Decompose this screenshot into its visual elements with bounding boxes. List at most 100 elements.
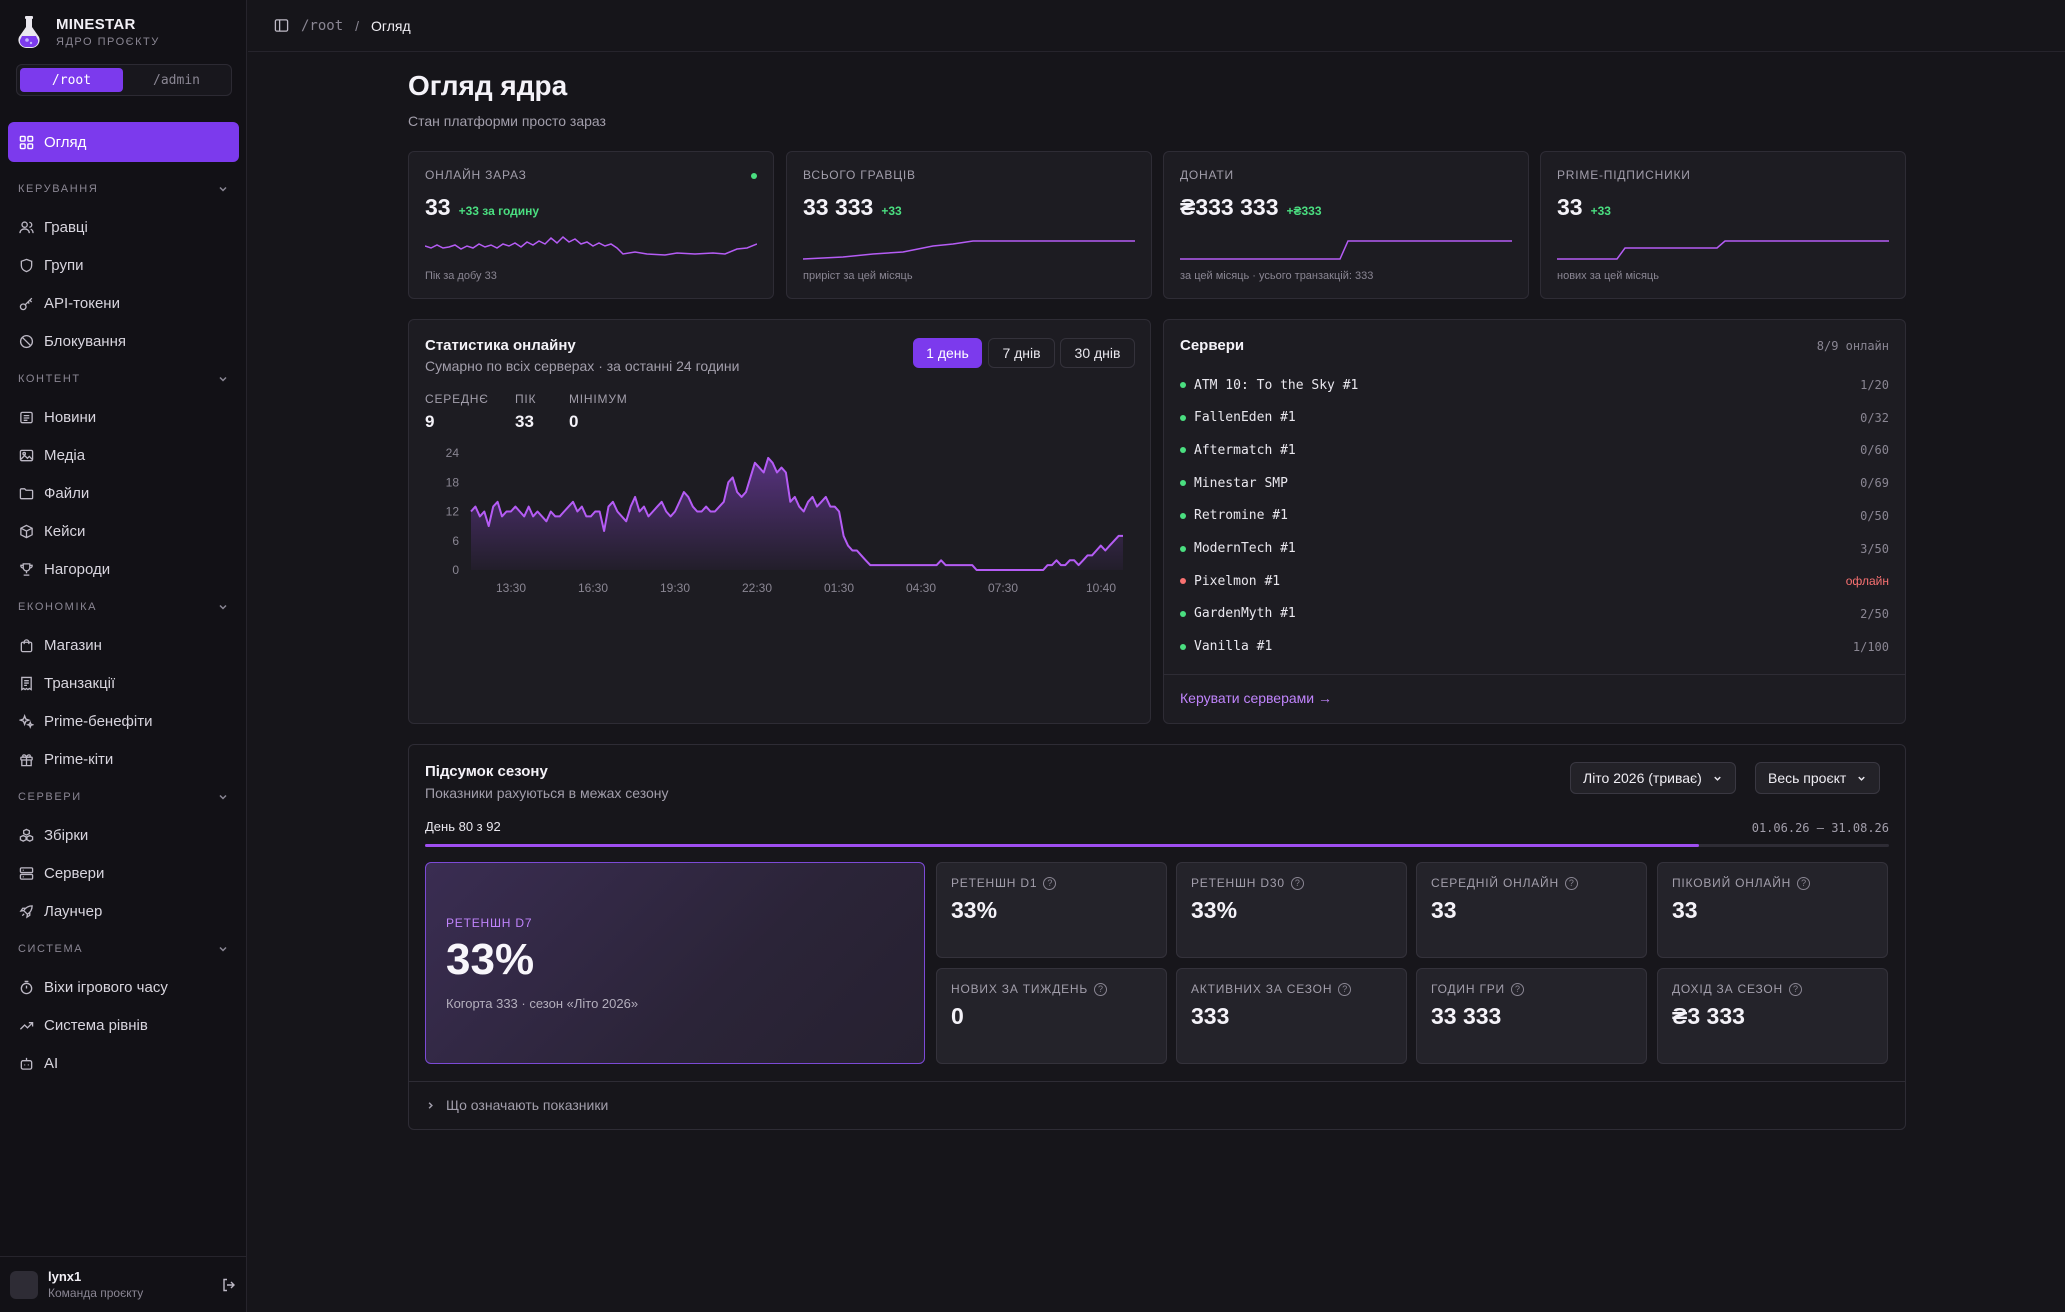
sidebar-item-level-system[interactable]: Система рівнів [8,1006,239,1044]
server-player-count: 0/69 [1860,476,1889,491]
sidebar-item-label: Блокування [44,332,127,350]
nav-group-system[interactable]: СИСТЕМА [8,930,239,968]
help-icon[interactable]: ? [1797,876,1811,890]
server-name: Minestar SMP [1194,475,1288,491]
sidebar-item-api-tokens[interactable]: API-токени [8,284,239,322]
brand[interactable]: MINESTAR ЯДРО ПРОЄКТУ [14,14,160,50]
tile-label-text: СЕРЕДНІЙ ОНЛАЙН [1431,876,1559,890]
servers-divider [1164,674,1905,675]
sidebar-item-overview[interactable]: Огляд [8,122,239,162]
season-select-value: Літо 2026 (триває) [1583,770,1702,786]
sidebar-item-label: Групи [44,256,84,274]
scope-root-toggle[interactable]: /root [20,68,123,92]
server-row[interactable]: FallenEden #1 0/32 [1180,408,1889,428]
image-icon [19,449,34,461]
page-subtitle: Стан платформи просто зараз [408,113,606,129]
sidebar-item-prime-kits[interactable]: Prime-кіти [8,740,239,778]
sidebar-item-label: Новини [44,408,97,426]
tile-label: СЕРЕДНІЙ ОНЛАЙН? [1431,876,1578,890]
scope-select[interactable]: Весь проєкт [1755,762,1881,794]
avatar[interactable] [10,1270,38,1299]
sidebar-item-media[interactable]: Медіа [8,436,239,474]
season-select[interactable]: Літо 2026 (триває) [1570,762,1736,794]
breadcrumb-separator: / [355,17,360,34]
sidebar-item-transactions[interactable]: Транзакції [8,664,239,702]
help-icon[interactable]: ? [1290,876,1304,890]
sidebar-item-prime-benefits[interactable]: Prime-бенефіти [8,702,239,740]
sidebar-item-news[interactable]: Новини [8,398,239,436]
kpi-delta: +₴333 [1286,204,1322,218]
tile-value: 33% [1191,897,1238,923]
sidebar-item-label: API-токени [44,294,120,312]
server-player-count: 0/60 [1860,443,1889,458]
key-icon [19,297,33,310]
sidebar-item-rewards[interactable]: Нагороди [8,550,239,588]
breadcrumb-root[interactable]: /root [301,17,344,34]
tile-label-text: АКТИВНИХ ЗА СЕЗОН [1191,982,1333,996]
nav-group-economy[interactable]: ЕКОНОМІКА [8,588,239,626]
chevron-down-icon [219,946,227,952]
sidebar-item-servers[interactable]: Сервери [8,854,239,892]
scope-admin-toggle[interactable]: /admin [153,72,200,88]
help-icon[interactable]: ? [1043,876,1057,890]
nav-group-content[interactable]: КОНТЕНТ [8,360,239,398]
online-sparkline [425,235,757,256]
online-status-dot [1180,610,1186,617]
sidebar-item-bans[interactable]: Блокування [8,322,239,360]
server-row[interactable]: ModernTech #1 3/50 [1180,539,1889,559]
help-icon[interactable]: ? [1510,982,1524,996]
help-icon[interactable]: ? [1338,982,1352,996]
season-divider [409,1081,1905,1082]
grid-icon [19,135,34,149]
sidebar-item-ai[interactable]: AI [8,1044,239,1082]
server-name: Aftermatch #1 [1194,442,1296,458]
sidebar-item-launcher[interactable]: Лаунчер [8,892,239,930]
sidebar-item-groups[interactable]: Групи [8,246,239,284]
sidebar-item-shop[interactable]: Магазин [8,626,239,664]
range-30-days-button[interactable]: 30 днів [1060,338,1135,368]
online-area-chart: 0 6 12 18 24 13:30 16:30 19:30 22:30 01:30 04:30 07… [446,446,1123,595]
donations-sparkline [1180,240,1512,260]
sidebar-item-files[interactable]: Файли [8,474,239,512]
help-icon[interactable]: ? [1564,876,1578,890]
metrics-explainer-toggle[interactable]: Що означають показники [425,1097,608,1113]
sidebar-item-cases[interactable]: Кейси [8,512,239,550]
sidebar-item-builds[interactable]: Збірки [8,816,239,854]
nav-group-management[interactable]: КЕРУВАННЯ [8,170,239,208]
server-name: ATM 10: To the Sky #1 [1194,377,1359,393]
tile-label-text: ГОДИН ГРИ [1431,982,1505,996]
server-row[interactable]: Aftermatch #1 0/60 [1180,440,1889,460]
user-role: Команда проєкту [48,1286,144,1300]
kpi-number: 33 333 [803,194,874,220]
server-row[interactable]: ATM 10: To the Sky #1 1/20 [1180,375,1889,395]
range-7-days-button[interactable]: 7 днів [988,338,1055,368]
server-row[interactable]: Retromine #1 0/50 [1180,506,1889,526]
help-icon[interactable]: ? [1789,982,1803,996]
range-1-day-button[interactable]: 1 день [913,338,982,368]
help-icon[interactable]: ? [1094,982,1108,996]
server-name: ModernTech #1 [1194,541,1296,556]
manage-servers-link[interactable]: Керувати серверами → [1180,690,1332,706]
online-series-line [470,456,1123,571]
logout-icon[interactable] [221,1277,237,1293]
sidebar-item-playtime-milestones[interactable]: Віхи ігрового часу [8,968,239,1006]
server-row[interactable]: GardenMyth #1 2/50 [1180,604,1889,624]
server-row[interactable]: Vanilla #1 1/100 [1180,637,1889,657]
online-status-dot [1180,545,1186,552]
tile-label-text: НОВИХ ЗА ТИЖДЕНЬ [951,982,1089,996]
metrics-explainer-label: Що означають показники [446,1097,609,1113]
chevron-down-icon [219,186,227,192]
tile-retention-d1: РЕТЕНШН D1? 33% [936,862,1167,958]
kpi-card-donations: ДОНАТИ ₴333 333 +₴333 за цей місяць · ус… [1163,151,1529,299]
breadcrumb-current: Огляд [371,17,411,34]
online-status-dot [1180,512,1186,519]
nav-group-servers[interactable]: СЕРВЕРИ [8,778,239,816]
x-tick-label: 22:30 [742,581,772,595]
offline-status-dot [1180,578,1186,585]
server-row[interactable]: Pixelmon #1 офлайн [1180,571,1889,591]
tile-retention-d30: РЕТЕНШН D30? 33% [1176,862,1407,958]
server-icon [19,866,34,880]
sidebar-toggle-icon[interactable] [274,18,289,33]
server-row[interactable]: Minestar SMP 0/69 [1180,473,1889,493]
sidebar-item-players[interactable]: Гравці [8,208,239,246]
